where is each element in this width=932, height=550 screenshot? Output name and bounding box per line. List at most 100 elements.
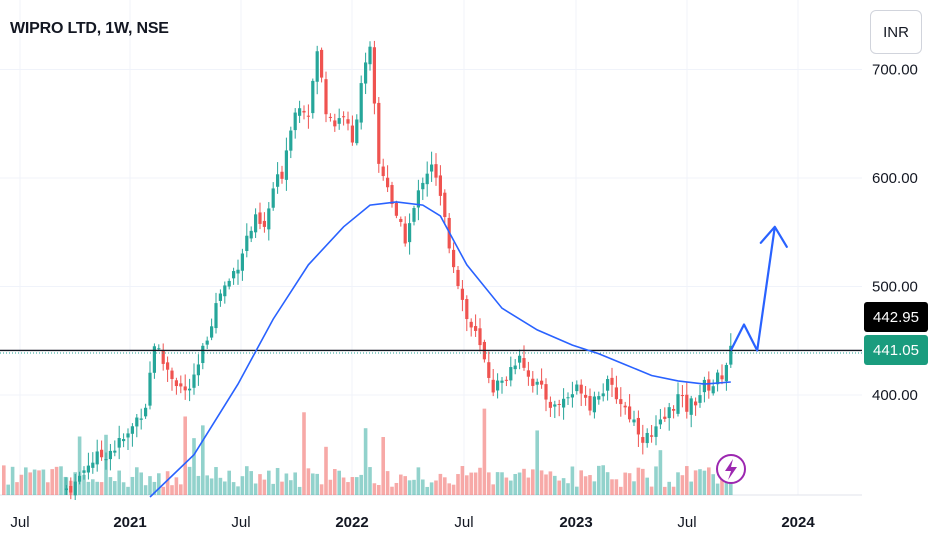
- volume-bar: [201, 425, 205, 495]
- candle-body: [619, 399, 623, 405]
- volume-bar: [135, 467, 139, 495]
- arrow-head: [759, 225, 788, 248]
- candle-body: [438, 175, 442, 196]
- volume-bar: [702, 470, 707, 495]
- volume-bar: [333, 469, 337, 495]
- volume-bar: [583, 476, 588, 495]
- candle-body: [218, 293, 222, 301]
- volume-bar: [438, 473, 443, 495]
- candle-body: [487, 362, 491, 378]
- candle-body: [135, 417, 139, 427]
- volume-bar: [113, 481, 117, 495]
- volume-bar: [469, 472, 473, 495]
- time-axis: Jul 2021 Jul 2022 Jul 2023 Jul 2024: [10, 514, 815, 531]
- price-tick-label: 500.00: [872, 279, 918, 296]
- volume-bar: [245, 466, 249, 495]
- candle-body: [474, 326, 478, 331]
- candle-body: [623, 405, 627, 408]
- candle-body: [408, 223, 412, 243]
- candle-body: [672, 408, 676, 411]
- volume-bar: [15, 482, 19, 495]
- currency-button[interactable]: INR: [870, 10, 922, 54]
- candle-body: [196, 364, 200, 376]
- volume-bar: [174, 477, 179, 495]
- volume-bar: [658, 450, 663, 495]
- candle-body: [368, 46, 372, 65]
- volume-bar: [315, 473, 319, 495]
- time-tick-label: 2024: [781, 514, 815, 531]
- volume-bar: [425, 486, 429, 495]
- volume-bar: [412, 479, 416, 495]
- volume-bar: [350, 477, 355, 495]
- volume-bar: [447, 483, 451, 495]
- candle-body: [518, 355, 522, 363]
- candle-body: [302, 110, 306, 113]
- candle-body: [337, 118, 341, 124]
- volume-bar: [275, 467, 280, 495]
- volume-bar: [280, 481, 284, 495]
- volume-bar: [636, 467, 641, 495]
- volume-bar: [139, 472, 143, 495]
- volume-bar: [526, 477, 531, 495]
- candle-body: [223, 285, 227, 297]
- volume-bar: [592, 481, 597, 495]
- event-marker[interactable]: [716, 454, 746, 484]
- volume-bar: [416, 467, 421, 495]
- candle-body: [258, 212, 262, 224]
- candle-body: [148, 372, 152, 406]
- candle-body: [324, 79, 328, 115]
- candle-body: [205, 340, 209, 345]
- volume-bar: [227, 470, 231, 495]
- candle-body: [86, 465, 90, 473]
- volume-bar: [381, 437, 385, 495]
- candle-body: [676, 394, 680, 414]
- price-tick-label: 600.00: [872, 170, 918, 187]
- candle-body: [456, 269, 460, 286]
- volume-bar: [390, 486, 394, 495]
- volume-bar: [249, 471, 253, 495]
- candle-body: [346, 119, 350, 124]
- volume-bar: [319, 484, 324, 495]
- candle-body: [152, 346, 156, 373]
- volume-bar: [689, 481, 693, 495]
- candle-body: [82, 470, 86, 473]
- volume-bar: [54, 466, 59, 495]
- candle-body: [271, 188, 275, 208]
- candle-body: [100, 449, 104, 458]
- candle-body: [500, 380, 504, 383]
- volume-bar: [187, 466, 192, 495]
- candle-body: [350, 125, 354, 143]
- candle-body: [425, 173, 429, 185]
- candle-body: [381, 166, 385, 177]
- candle-body: [126, 433, 130, 438]
- moving-average: [149, 201, 731, 498]
- volume-bar: [482, 408, 487, 495]
- volume-bar: [337, 470, 341, 495]
- volume-bar: [451, 484, 456, 495]
- volume-bar: [368, 467, 372, 495]
- candle-body: [179, 383, 183, 387]
- candle-body: [73, 481, 77, 496]
- price-tick-label: 700.00: [872, 62, 918, 79]
- volume-bar: [179, 484, 183, 495]
- volume-bar: [632, 481, 636, 495]
- volume-bar: [517, 472, 522, 495]
- volume-bar: [623, 472, 627, 495]
- volume-bar: [302, 412, 306, 495]
- volume-bar: [236, 486, 240, 495]
- candle-body: [69, 485, 73, 493]
- candle-body: [698, 395, 702, 403]
- volume-bar: [566, 483, 570, 495]
- candle-body: [632, 419, 636, 423]
- price-tick-label: 400.00: [872, 387, 918, 404]
- volume-bar: [597, 465, 601, 495]
- candle-body: [592, 396, 596, 413]
- last-price-label: 442.95: [873, 309, 919, 326]
- candle-body: [601, 393, 605, 397]
- volume-bar: [214, 467, 218, 495]
- candle-body: [377, 102, 381, 164]
- candle-body: [364, 62, 368, 84]
- candle-body: [157, 348, 161, 350]
- grid: [0, 0, 862, 496]
